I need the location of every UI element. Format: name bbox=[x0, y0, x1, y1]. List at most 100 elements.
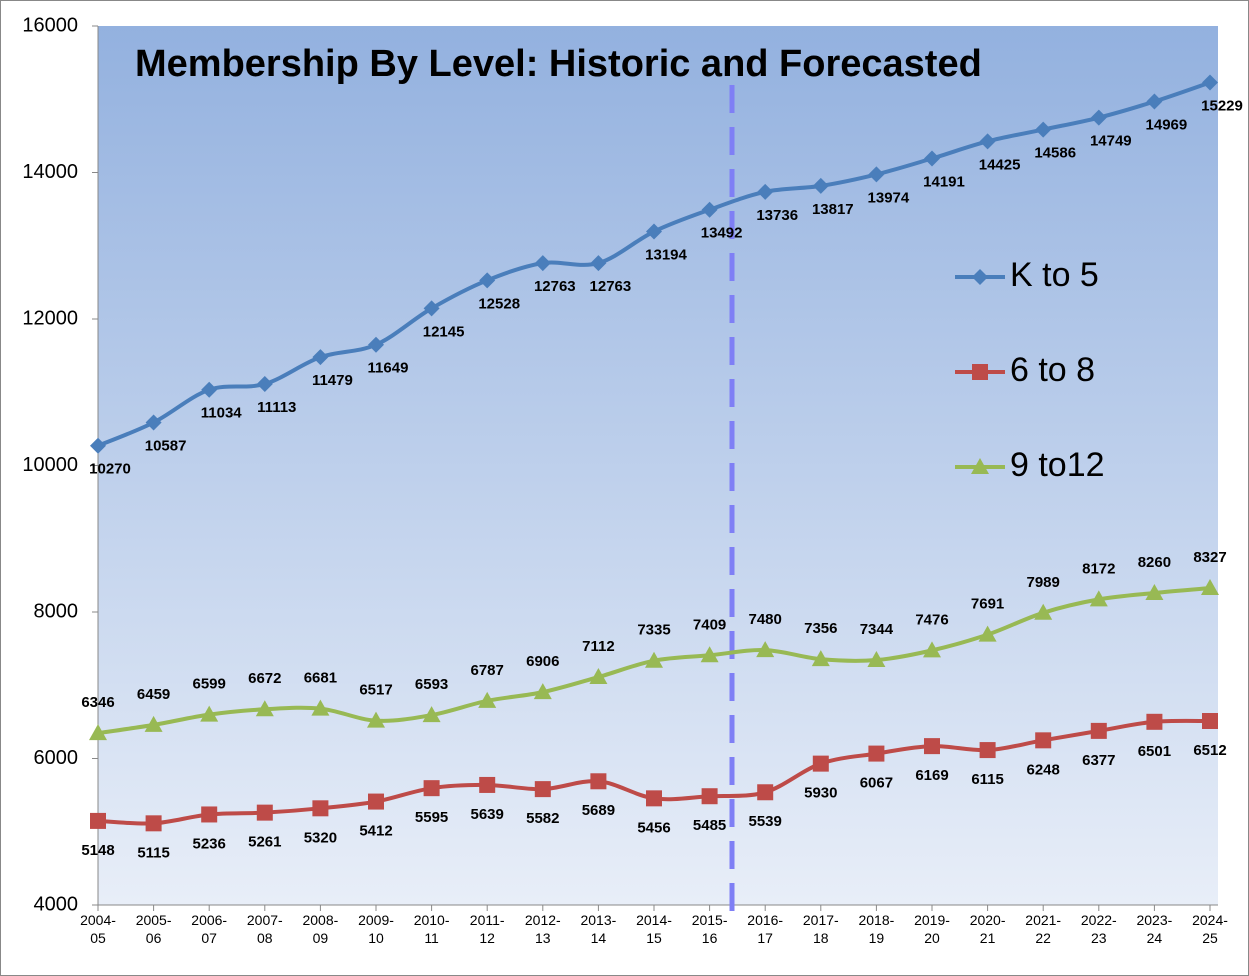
data-label: 7691 bbox=[971, 596, 1004, 613]
marker bbox=[812, 177, 829, 194]
marker bbox=[700, 646, 719, 663]
data-label: 5930 bbox=[804, 785, 837, 802]
data-label: 6346 bbox=[81, 694, 114, 711]
data-label: 7356 bbox=[804, 620, 837, 637]
marker bbox=[1090, 722, 1107, 739]
marker bbox=[534, 781, 551, 798]
y-tick-label: 14000 bbox=[22, 161, 78, 183]
data-label: 5456 bbox=[637, 819, 670, 836]
legend-label: 6 to 8 bbox=[1010, 351, 1095, 389]
marker bbox=[924, 150, 940, 167]
data-label: 5582 bbox=[526, 810, 559, 827]
data-label: 5236 bbox=[193, 835, 226, 852]
marker bbox=[811, 650, 830, 667]
x-tick-label: 2007-08 bbox=[246, 912, 283, 946]
marker bbox=[590, 773, 607, 790]
data-label: 6248 bbox=[1027, 761, 1060, 778]
data-label: 11113 bbox=[257, 399, 296, 416]
data-label: 5485 bbox=[693, 817, 726, 834]
marker bbox=[256, 804, 273, 821]
marker bbox=[1201, 579, 1219, 596]
marker bbox=[757, 784, 774, 801]
x-tick-label: 2017-18 bbox=[802, 912, 839, 946]
data-label: 6672 bbox=[248, 670, 281, 687]
data-label: 10270 bbox=[89, 461, 131, 478]
marker bbox=[756, 641, 775, 658]
marker bbox=[979, 742, 996, 759]
data-label: 11479 bbox=[312, 372, 353, 389]
data-label: 7480 bbox=[749, 611, 782, 628]
x-tick-label: 2011-12 bbox=[469, 912, 505, 946]
data-label: 5148 bbox=[81, 842, 114, 859]
data-label: 8172 bbox=[1082, 560, 1115, 577]
x-tick-label: 2006-07 bbox=[191, 912, 228, 946]
x-tick-label: 2009-10 bbox=[358, 912, 394, 946]
y-tick-label: 4000 bbox=[34, 893, 79, 915]
marker bbox=[701, 788, 718, 805]
marker bbox=[312, 349, 329, 366]
x-tick-label: 2016-17 bbox=[747, 912, 784, 946]
data-label: 13736 bbox=[756, 207, 798, 224]
marker bbox=[89, 724, 107, 741]
data-label: 10587 bbox=[145, 437, 187, 454]
marker bbox=[201, 806, 218, 823]
data-label: 6787 bbox=[471, 662, 504, 679]
marker bbox=[867, 651, 886, 668]
marker bbox=[1202, 74, 1218, 91]
marker bbox=[479, 272, 496, 289]
marker bbox=[589, 668, 608, 685]
legend-label: K to 5 bbox=[1010, 256, 1099, 294]
marker bbox=[1146, 713, 1163, 730]
marker bbox=[422, 706, 441, 723]
data-label: 6599 bbox=[193, 676, 226, 693]
data-label: 6593 bbox=[415, 676, 448, 693]
data-label: 15229 bbox=[1201, 97, 1243, 114]
x-tick-label: 2024-25 bbox=[1192, 912, 1228, 946]
x-tick-label: 2020-21 bbox=[969, 912, 1006, 946]
marker bbox=[423, 300, 440, 317]
marker bbox=[812, 755, 829, 772]
chart-title: Membership By Level: Historic and Foreca… bbox=[135, 43, 982, 85]
data-label: 12763 bbox=[590, 278, 632, 295]
marker bbox=[255, 700, 274, 717]
x-tick-label: 2018-19 bbox=[858, 912, 895, 946]
data-label: 12763 bbox=[534, 278, 576, 295]
marker bbox=[90, 812, 106, 829]
marker bbox=[145, 414, 162, 431]
marker bbox=[1146, 93, 1163, 110]
marker bbox=[534, 255, 551, 272]
x-tick-label: 2005-06 bbox=[135, 912, 172, 946]
legend-marker bbox=[972, 364, 988, 380]
marker bbox=[757, 183, 774, 200]
marker bbox=[368, 793, 384, 810]
data-label: 5539 bbox=[749, 813, 782, 830]
data-label: 6459 bbox=[137, 686, 170, 703]
data-label: 6501 bbox=[1138, 743, 1171, 760]
plot-area bbox=[98, 26, 1218, 905]
data-label: 14425 bbox=[979, 156, 1021, 173]
data-label: 5412 bbox=[359, 823, 392, 840]
data-label: 5689 bbox=[582, 802, 615, 819]
marker bbox=[645, 651, 663, 668]
data-label: 6517 bbox=[359, 682, 392, 699]
marker bbox=[368, 336, 384, 353]
marker bbox=[1090, 109, 1107, 126]
data-label: 5115 bbox=[137, 844, 170, 861]
marker bbox=[145, 815, 162, 832]
marker bbox=[646, 790, 662, 807]
x-tick-label: 2023-24 bbox=[1136, 912, 1173, 946]
x-tick-label: 2010-11 bbox=[413, 912, 450, 946]
data-label: 13194 bbox=[645, 247, 687, 264]
data-label: 5261 bbox=[248, 834, 281, 851]
y-tick-label: 12000 bbox=[22, 307, 78, 329]
marker bbox=[367, 711, 385, 728]
data-label: 12528 bbox=[478, 295, 520, 312]
marker bbox=[701, 201, 718, 218]
marker bbox=[1034, 603, 1053, 620]
data-label: 7112 bbox=[582, 638, 615, 655]
data-label: 6169 bbox=[915, 767, 948, 784]
data-label: 5320 bbox=[304, 829, 337, 846]
x-tick-label: 2019-20 bbox=[914, 912, 950, 946]
marker bbox=[1202, 712, 1218, 729]
